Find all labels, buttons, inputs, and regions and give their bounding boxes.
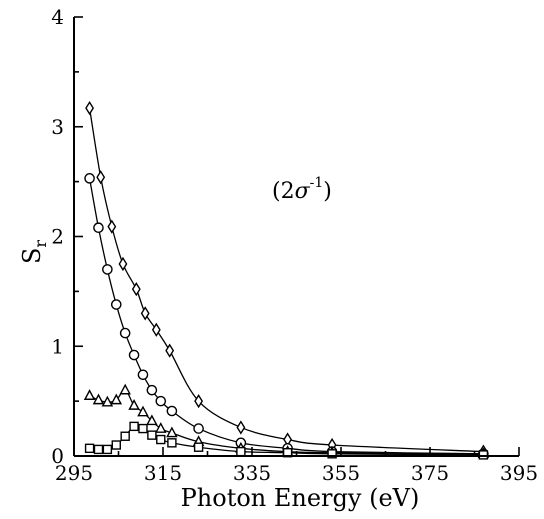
data-point-diamond — [118, 256, 128, 272]
data-point-circle — [110, 299, 122, 310]
series-line-circle — [88, 178, 484, 455]
data-point-circle — [128, 349, 140, 361]
y-tick-label: 2 — [51, 225, 64, 249]
y-axis-title: Sr — [18, 240, 50, 264]
data-point-diamond — [194, 393, 204, 409]
x-axis-title: Photon Energy (eV) — [181, 484, 420, 512]
data-point-triangle — [92, 393, 105, 405]
data-point-circle — [137, 369, 149, 381]
annotation-sigma: σ — [295, 179, 311, 204]
y-tick-label: 1 — [51, 334, 64, 358]
data-point-triangle — [137, 405, 149, 417]
annotation-close: ) — [323, 179, 332, 204]
data-point-triangle — [119, 383, 131, 395]
data-point-circle — [146, 384, 158, 396]
data-point-square — [167, 438, 177, 448]
data-point-circle — [119, 327, 131, 339]
axes — [73, 16, 520, 457]
data-point-triangle — [146, 414, 158, 426]
data-point-square — [138, 423, 148, 434]
data-point-square — [156, 434, 166, 445]
data-point-square — [236, 446, 246, 457]
y-tick-label: 4 — [51, 5, 64, 29]
data-point-square — [111, 440, 121, 450]
data-point-triangle — [166, 426, 178, 438]
series-markers — [83, 100, 490, 460]
data-point-circle — [84, 173, 95, 184]
data-point-square — [129, 421, 139, 432]
data-point-circle — [193, 423, 204, 434]
data-point-square — [93, 444, 104, 455]
data-point-diamond — [151, 322, 161, 337]
data-point-square — [478, 450, 489, 460]
data-point-triangle — [155, 422, 167, 433]
x-tick-label: 335 — [233, 461, 271, 485]
y-axis-title-main: S — [18, 248, 46, 264]
y-tick-label: 3 — [51, 115, 64, 139]
data-point-square — [327, 449, 337, 459]
data-point-triangle — [110, 393, 123, 405]
data-point-square — [102, 444, 113, 455]
x-tick-label: 315 — [144, 461, 182, 485]
x-tick-label: 375 — [411, 461, 449, 485]
x-tick-label: 355 — [322, 461, 360, 485]
series-line-diamond — [88, 107, 484, 453]
x-tick-label: 295 — [55, 461, 93, 485]
series-curves — [88, 107, 484, 456]
data-point-diamond — [140, 306, 150, 321]
y-tick-label: 0 — [51, 444, 64, 468]
annotation-superscript: -1 — [310, 175, 324, 191]
data-point-diamond — [165, 343, 175, 358]
data-point-square — [147, 430, 157, 440]
data-point-square — [120, 431, 130, 441]
data-point-diamond — [85, 100, 94, 116]
y-axis-title-subscript: r — [31, 240, 50, 248]
data-point-diamond — [131, 282, 141, 297]
data-point-diamond — [107, 219, 117, 234]
data-point-circle — [155, 395, 167, 407]
svg-text:Sr: Sr — [18, 240, 50, 264]
data-point-diamond — [236, 420, 246, 435]
data-point-circle — [166, 405, 178, 417]
data-point-triangle — [101, 395, 114, 407]
annotation-open: (2 — [272, 179, 295, 204]
x-tick-label: 395 — [500, 461, 538, 485]
data-point-triangle — [128, 399, 140, 410]
data-point-circle — [93, 222, 104, 234]
data-point-diamond — [96, 170, 106, 185]
annotation-label: (2σ-1) — [272, 175, 332, 204]
data-point-triangle — [83, 389, 96, 400]
data-point-square — [84, 443, 95, 454]
tick-labels: 295 315 335 355 375 395 0 1 2 3 4 — [51, 5, 538, 485]
data-point-square — [193, 442, 204, 452]
data-point-circle — [102, 264, 113, 275]
